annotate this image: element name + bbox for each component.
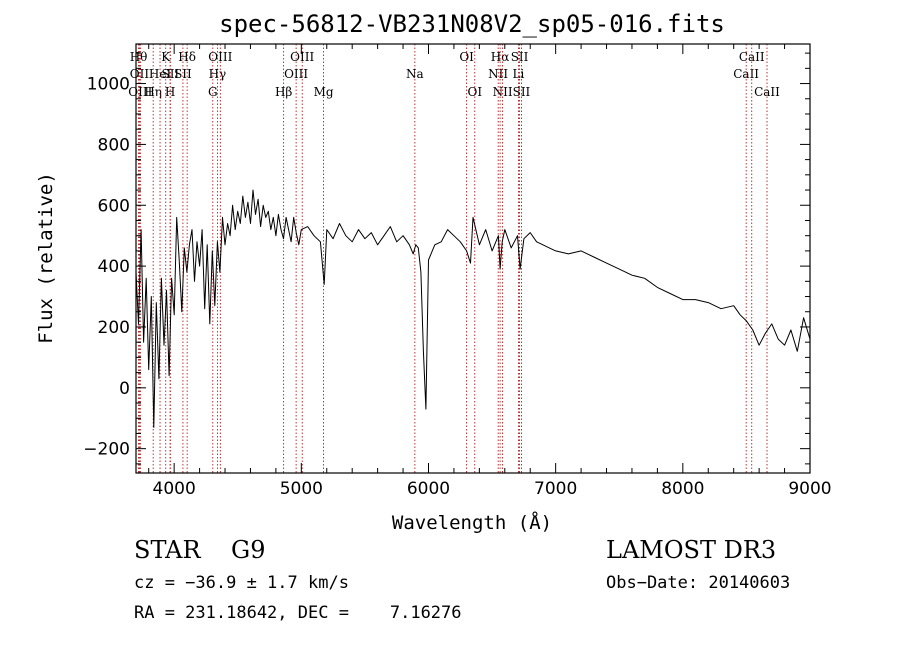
line-marker-label-25: SII: [513, 85, 531, 99]
line-marker-label-15: OIII: [290, 50, 314, 64]
line-marker-label-28: CaII: [754, 85, 780, 99]
line-marker-label-17: Na: [406, 67, 424, 81]
line-marker-label-5: K: [161, 50, 171, 64]
x-axis-title: Wavelength (Å): [392, 511, 552, 534]
y-tick-label-2: 200: [98, 318, 130, 338]
spectrum-line: [135, 189, 811, 428]
line-marker-label-22: NII: [493, 85, 513, 99]
line-marker-label-18: OI: [459, 50, 474, 64]
line-marker-label-21: Hα: [491, 50, 510, 64]
y-tick-label-3: 400: [98, 257, 130, 277]
x-tick-label-3: 7000: [534, 479, 577, 499]
line-marker-label-24: SII: [511, 50, 529, 64]
x-tick-label-5: 9000: [788, 479, 831, 499]
y-tick-label-1: 0: [119, 379, 130, 399]
y-axis-title: Flux (relative): [35, 172, 57, 344]
line-marker-label-16: Mg: [314, 85, 334, 99]
line-marker-label-10: G: [208, 85, 218, 99]
line-marker-label-8: Hδ: [178, 50, 196, 64]
x-tick-label-4: 8000: [661, 479, 704, 499]
line-marker-label-0: Hθ: [130, 50, 148, 64]
chart-title: spec-56812-VB231N08V2_sp05-016.fits: [219, 10, 725, 38]
line-marker-label-1: OII: [130, 67, 150, 81]
line-marker-label-11: Hγ: [209, 67, 227, 81]
line-marker-label-26: CaII: [733, 67, 759, 81]
spectrum-series: [135, 189, 811, 428]
line-marker-label-20: NII: [488, 67, 508, 81]
line-marker-label-2: OIII: [128, 85, 152, 99]
ra-dec: RA = 231.18642, DEC = 7.16276: [134, 603, 462, 623]
y-tick-label-4: 600: [98, 196, 130, 216]
object-class: STAR G9: [134, 536, 266, 564]
x-tick-label-0: 4000: [153, 479, 196, 499]
line-marker-label-19: OI: [467, 85, 482, 99]
line-marker-label-6: H: [165, 85, 175, 99]
y-tick-label-6: 1000: [87, 75, 130, 95]
x-tick-label-2: 6000: [407, 479, 450, 499]
line-marker-label-9: SII: [174, 67, 192, 81]
line-marker-label-3: Hη: [144, 85, 162, 99]
spectral-line-markers: HθOIIOIIIHηHeIKHSIIHδSIIGHγOIIIHβOIIIOII…: [128, 44, 780, 473]
line-marker-label-27: CaII: [739, 50, 765, 64]
redshift-cz: cz = −36.9 ± 1.7 km/s: [134, 573, 349, 593]
line-marker-label-23: Li: [512, 67, 524, 81]
line-marker-label-7: SII: [161, 67, 179, 81]
survey-name: LAMOST DR3: [606, 536, 777, 564]
axis-tick-labels: 4000 5000 6000 7000 8000 9000 −200 0 200 400 600 80…: [83, 75, 831, 499]
line-marker-label-12: OIII: [208, 50, 232, 64]
observation-date: Obs−Date: 20140603: [606, 573, 791, 593]
x-tick-label-1: 5000: [280, 479, 323, 499]
plot-frame: [135, 43, 811, 474]
y-tick-label-0: −200: [83, 440, 130, 460]
line-marker-label-13: Hβ: [275, 85, 292, 99]
line-marker-label-14: OIII: [284, 67, 308, 81]
y-tick-label-5: 800: [98, 135, 130, 155]
axis-ticks: [136, 44, 811, 473]
line-marker-label-4: HeI: [149, 67, 172, 81]
